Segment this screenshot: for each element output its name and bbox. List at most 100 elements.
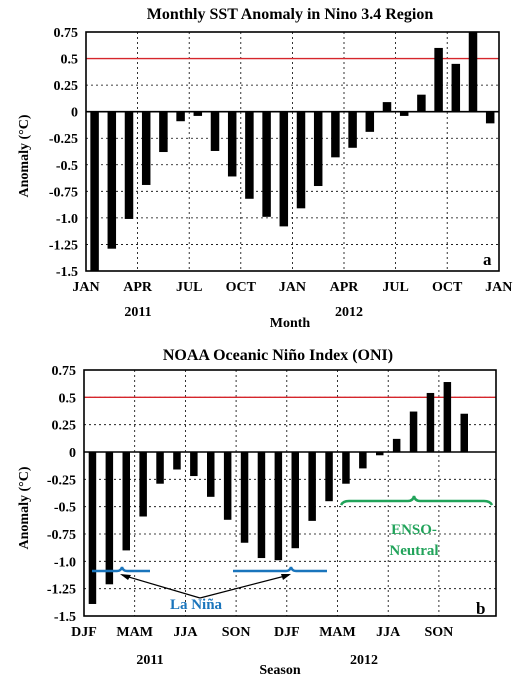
year-label-a-2012: 2012	[335, 305, 363, 320]
xtick-label-b-7: SON	[425, 625, 454, 640]
xlabel-a: Month	[270, 316, 311, 331]
bar-b-11	[274, 452, 283, 561]
title-a: Monthly SST Anomaly in Nino 3.4 Region	[147, 6, 434, 23]
la-nina-arrow-right	[199, 574, 290, 599]
xtick-label-a-2: JUL	[176, 280, 202, 295]
bar-b-14	[325, 452, 333, 502]
year-label-b-2011: 2011	[136, 653, 163, 668]
xtick-label-b-5: MAM	[319, 625, 356, 640]
ytick-label-b-7: -1.0	[54, 555, 76, 570]
ylabel-b: Anomaly (°C)	[17, 466, 32, 549]
bar-a-6	[193, 111, 203, 116]
ytick-label-b-0: 0.75	[52, 364, 77, 379]
bar-a-7	[210, 111, 220, 151]
bar-b-10	[257, 452, 266, 559]
bar-a-15	[348, 111, 357, 148]
bar-a-12	[296, 111, 306, 209]
ylabel-a: Anomaly (°C)	[17, 114, 32, 197]
bar-b-5	[173, 452, 181, 470]
title-b: NOAA Oceanic Niño Index (ONI)	[163, 347, 393, 364]
bar-a-2	[124, 111, 134, 219]
ytick-label-b-3: 0	[69, 446, 76, 461]
bar-b-7	[207, 452, 215, 497]
xlabel-b: Season	[259, 663, 300, 678]
xtick-label-a-0: JAN	[72, 280, 99, 295]
bar-a-0	[90, 111, 99, 272]
bar-a-18	[399, 111, 409, 116]
bar-a-3	[141, 111, 151, 185]
bar-a-19	[417, 94, 426, 112]
ytick-label-a-3: 0	[71, 106, 78, 121]
bar-a-8	[227, 111, 237, 177]
xtick-label-b-3: SON	[222, 625, 251, 640]
enso-brace	[339, 495, 494, 506]
bar-a-11	[279, 111, 289, 227]
enso-label-line2: Neutral	[389, 543, 438, 559]
bar-a-16	[365, 111, 375, 132]
bar-b-22	[460, 413, 468, 452]
enso-label-line1: ENSO-	[391, 522, 437, 538]
ytick-label-a-0: 0.75	[54, 26, 79, 41]
bar-b-9	[240, 452, 249, 543]
bar-a-13	[313, 111, 323, 187]
xtick-label-a-4: JAN	[279, 280, 306, 295]
bar-b-0	[88, 452, 97, 604]
year-label-a-2011: 2011	[124, 305, 151, 320]
bar-a-17	[382, 102, 392, 112]
enso-neutral-annotation: ENSO- Neutral	[339, 495, 494, 559]
panel-label-a: a	[483, 250, 492, 269]
xtick-label-b-1: MAM	[116, 625, 153, 640]
ytick-label-a-7: -1.0	[56, 212, 78, 227]
plot-frame-b	[83, 369, 497, 617]
xtick-label-b-6: JJA	[376, 625, 401, 640]
ytick-label-b-8: -1.25	[47, 583, 76, 598]
bar-b-16	[359, 452, 367, 469]
bar-a-20	[434, 47, 443, 112]
la-nina-label: La Niña	[170, 597, 223, 613]
bar-a-14	[331, 111, 340, 158]
la-nina-brace-left	[92, 566, 150, 573]
xtick-label-a-7: OCT	[432, 280, 463, 295]
bar-b-20	[426, 392, 435, 452]
ytick-label-a-8: -1.25	[49, 238, 78, 253]
la-nina-arrowhead-left	[120, 574, 131, 580]
xtick-label-b-0: DJF	[71, 625, 97, 640]
ytick-label-a-4: -0.25	[49, 132, 78, 147]
ytick-label-b-2: 0.25	[52, 419, 77, 434]
bar-b-12	[291, 452, 299, 549]
plot-frame-a	[85, 31, 500, 272]
bar-b-2	[122, 452, 130, 551]
bar-a-9	[245, 111, 254, 199]
la-nina-arrow-left	[121, 574, 201, 599]
xtick-label-a-3: OCT	[226, 280, 257, 295]
bar-a-5	[176, 111, 185, 122]
bar-b-6	[190, 452, 198, 477]
bar-b-13	[308, 452, 316, 521]
ytick-label-a-1: 0.5	[61, 53, 79, 68]
bar-b-1	[105, 452, 114, 585]
xtick-label-a-5: APR	[330, 280, 360, 295]
bar-a-10	[262, 111, 271, 217]
la-nina-brace-right	[233, 566, 327, 573]
bar-b-3	[139, 452, 147, 517]
ytick-label-b-4: -0.25	[47, 473, 76, 488]
bar-b-4	[156, 452, 164, 484]
bar-b-17	[376, 452, 384, 456]
bar-a-22	[468, 32, 478, 112]
ytick-label-a-6: -0.75	[49, 185, 78, 200]
ytick-label-a-9: -1.5	[56, 265, 78, 280]
bar-a-23	[485, 111, 495, 124]
plot-layer: 0.750.50.250-0.25-0.5-0.75-1.0-1.25-1.5J…	[47, 26, 513, 640]
bar-a-21	[451, 63, 461, 112]
bar-b-19	[409, 411, 418, 452]
bar-a-1	[107, 111, 117, 249]
ytick-label-b-9: -1.5	[54, 610, 76, 625]
la-nina-annotation: La Niña	[92, 566, 327, 613]
panel-label-b: b	[476, 599, 485, 618]
bar-b-21	[443, 382, 452, 452]
ytick-label-b-5: -0.5	[54, 501, 76, 516]
bar-a-4	[159, 111, 168, 153]
la-nina-arrowhead-right	[281, 574, 291, 580]
xtick-label-b-4: DJF	[274, 625, 300, 640]
